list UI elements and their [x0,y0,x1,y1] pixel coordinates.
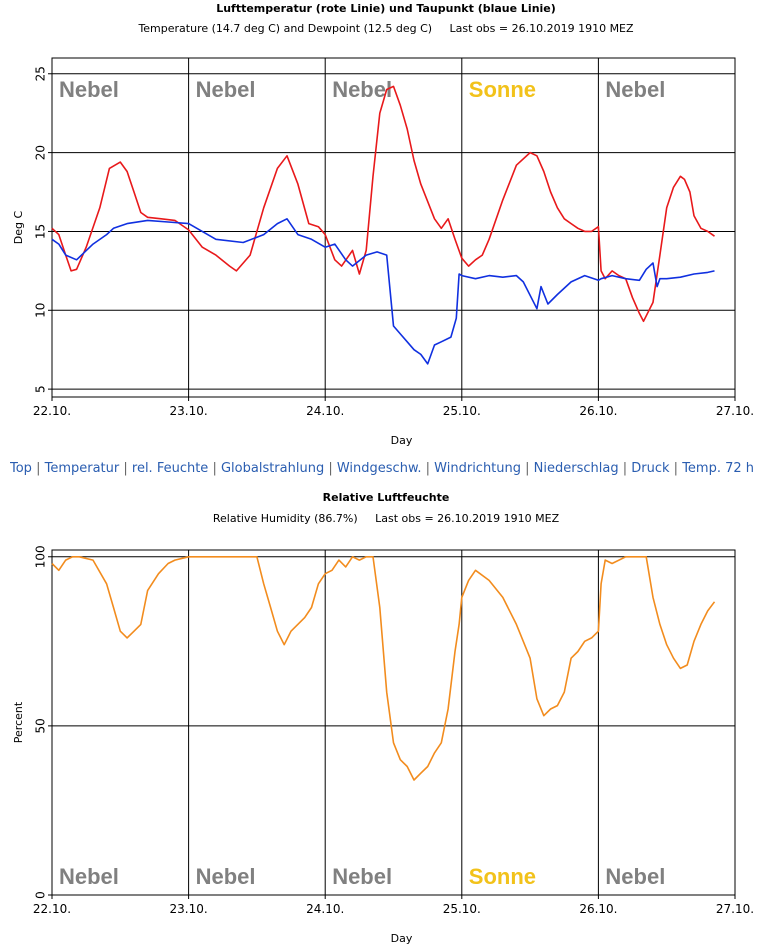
y-tick-label: 5 [34,385,48,393]
nav-separator: | [31,461,45,476]
y-tick-label: 50 [34,718,48,733]
x-tick-label: 22.10. [33,404,71,418]
plot-frame [51,549,736,896]
nav-link[interactable]: Temperatur [44,461,120,476]
x-tick-label: 23.10. [170,902,208,916]
day-condition-label: Sonne [469,77,536,102]
nav-link[interactable]: Niederschlag [533,461,619,476]
x-tick-label: 25.10. [443,404,481,418]
chart1-title: Lufttemperatur (rote Linie) und Taupunkt… [216,2,556,15]
x-axis-label: Day [391,932,413,944]
nav-separator: | [208,461,221,476]
nav-separator: | [521,461,534,476]
x-axis-label: Day [391,434,413,447]
nav-link[interactable]: Druck [631,461,670,476]
series-line-1 [51,218,715,365]
y-tick-label: 25 [34,66,48,81]
nav-link[interactable]: rel. Feuchte [131,461,209,476]
nav-link[interactable]: Windgeschw. [336,461,422,476]
nav-separator: | [669,461,683,476]
y-tick-label: 15 [34,224,48,239]
x-tick-label: 27.10. [716,404,754,418]
day-condition-label: Nebel [332,77,392,102]
day-condition-label: Nebel [59,77,119,102]
nav-link[interactable]: Top [10,461,32,476]
y-tick-label: 20 [34,145,48,160]
temperature-chart: 5 10 15 20 25 22.10. 23.10. 24.10. 25.10. 26.10. 2… [12,57,754,447]
day-condition-label: Nebel [332,864,392,889]
series-line-0 [51,555,716,781]
day-condition-label: Nebel [196,864,256,889]
chart2-subtitle: Relative Humidity (86.7%) Last obs = 26.… [212,512,560,525]
day-condition-label: Nebel [196,77,256,102]
nav-separator: | [324,461,337,476]
section-nav: Top | Temperatur | rel. Feuchte | Global… [10,461,772,481]
nav-link[interactable]: Globalstrahlung [220,461,325,476]
x-tick-label: 24.10. [306,902,344,916]
x-tick-label: 22.10. [33,902,71,916]
x-tick-label: 26.10. [579,404,617,418]
day-condition-label: Nebel [59,864,119,889]
y-tick-label: 100 [34,545,48,568]
nav-link[interactable]: Temp. 72 h [682,461,755,476]
y-axis-label: Deg C [12,210,25,244]
y-tick-label: 0 [34,891,48,899]
series-line-0 [51,85,715,323]
x-tick-label: 26.10. [579,902,617,916]
nav-link[interactable]: Windrichtung [434,461,522,476]
day-condition-label: Nebel [605,77,665,102]
nav-separator: | [119,461,132,476]
x-tick-label: 24.10. [306,404,344,418]
x-tick-label: 25.10. [443,902,481,916]
y-axis-label: Percent [12,701,25,743]
plot-frame [51,57,736,398]
x-tick-label: 27.10. [716,902,754,916]
nav-separator: | [421,461,435,476]
y-tick-label: 10 [34,303,48,318]
day-condition-label: Sonne [469,864,536,889]
nav-separator: | [618,461,632,476]
chart2-title: Relative Luftfeuchte [322,491,450,504]
x-tick-label: 23.10. [170,404,208,418]
chart1-subtitle: Temperature (14.7 deg C) and Dewpoint (1… [138,22,634,35]
humidity-chart: 0 50 100 22.10. 23.10. 24.10. 25.10. 26.10. 27.1… [12,545,754,944]
day-condition-label: Nebel [605,864,665,889]
